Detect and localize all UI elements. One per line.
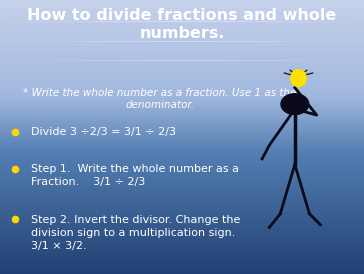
Text: Divide 3 ÷2/3 = 3/1 ÷ 2/3: Divide 3 ÷2/3 = 3/1 ÷ 2/3 xyxy=(31,127,176,137)
Ellipse shape xyxy=(291,70,306,87)
Circle shape xyxy=(281,94,309,115)
Text: Step 1.  Write the whole number as a
Fraction.    3/1 ÷ 2/3: Step 1. Write the whole number as a Frac… xyxy=(31,164,239,187)
Text: * Write the whole number as a fraction. Use 1 as the
denominator.: * Write the whole number as a fraction. … xyxy=(23,88,297,110)
Text: How to divide fractions and whole
numbers.: How to divide fractions and whole number… xyxy=(27,8,337,41)
Text: Step 2. Invert the divisor. Change the
division sign to a multiplication sign.
3: Step 2. Invert the divisor. Change the d… xyxy=(31,215,240,251)
